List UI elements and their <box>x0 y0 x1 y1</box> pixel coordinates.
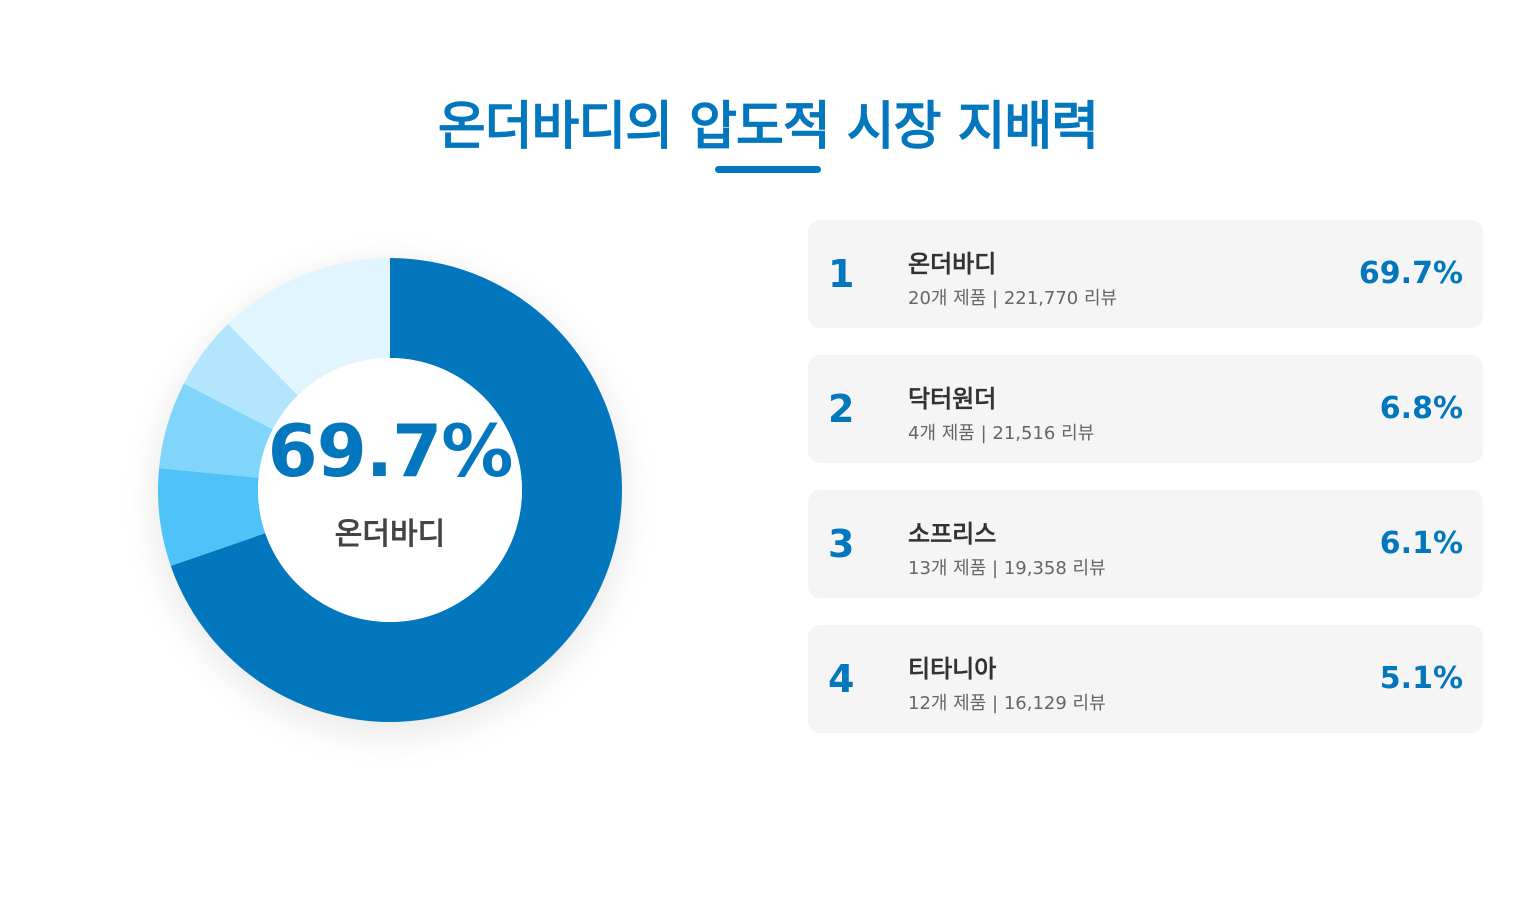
donut-center: 69.7% 온더바디 <box>158 258 622 722</box>
ranking-card: 1 온더바디 20개 제품 | 221,770 리뷰 69.7% <box>808 220 1483 328</box>
ranking-card: 4 티타니아 12개 제품 | 16,129 리뷰 5.1% <box>808 625 1483 733</box>
brand-meta: 4개 제품 | 21,516 리뷰 <box>908 423 1095 444</box>
center-value: 69.7% <box>267 409 514 493</box>
brand-meta: 12개 제품 | 16,129 리뷰 <box>908 693 1106 714</box>
donut-hole <box>258 358 522 622</box>
donut-chart: 69.7% 온더바디 <box>158 258 622 722</box>
donut-svg <box>158 258 622 722</box>
brand-name: 닥터원더 <box>908 385 997 413</box>
rank-number: 3 <box>828 522 855 566</box>
ranking-card: 2 닥터원더 4개 제품 | 21,516 리뷰 6.8% <box>808 355 1483 463</box>
brand-meta: 20개 제품 | 221,770 리뷰 <box>908 288 1118 309</box>
rank-number: 1 <box>828 252 855 296</box>
brand-name: 티타니아 <box>908 655 997 683</box>
market-share: 5.1% <box>1379 661 1463 696</box>
market-share: 6.8% <box>1379 391 1463 426</box>
market-share: 6.1% <box>1379 526 1463 561</box>
market-share: 69.7% <box>1358 256 1463 291</box>
rank-number: 2 <box>828 387 855 431</box>
donut-segment <box>159 383 273 478</box>
donut-segment <box>228 258 390 396</box>
rank-number: 4 <box>828 657 855 701</box>
ranking-card: 3 소프리스 13개 제품 | 19,358 리뷰 6.1% <box>808 490 1483 598</box>
donut-segment <box>170 258 622 722</box>
ranking-list: 1 온더바디 20개 제품 | 221,770 리뷰 69.7% 2 닥터원더 … <box>808 220 1483 760</box>
title-underline <box>715 166 821 173</box>
brand-name: 온더바디 <box>908 250 997 278</box>
donut-segment <box>158 468 266 566</box>
brand-meta: 13개 제품 | 19,358 리뷰 <box>908 558 1106 579</box>
center-label: 온더바디 <box>334 517 446 552</box>
page-title: 온더바디의 압도적 시장 지배력 <box>437 97 1099 157</box>
donut-segment <box>183 323 298 430</box>
brand-name: 소프리스 <box>908 520 997 548</box>
